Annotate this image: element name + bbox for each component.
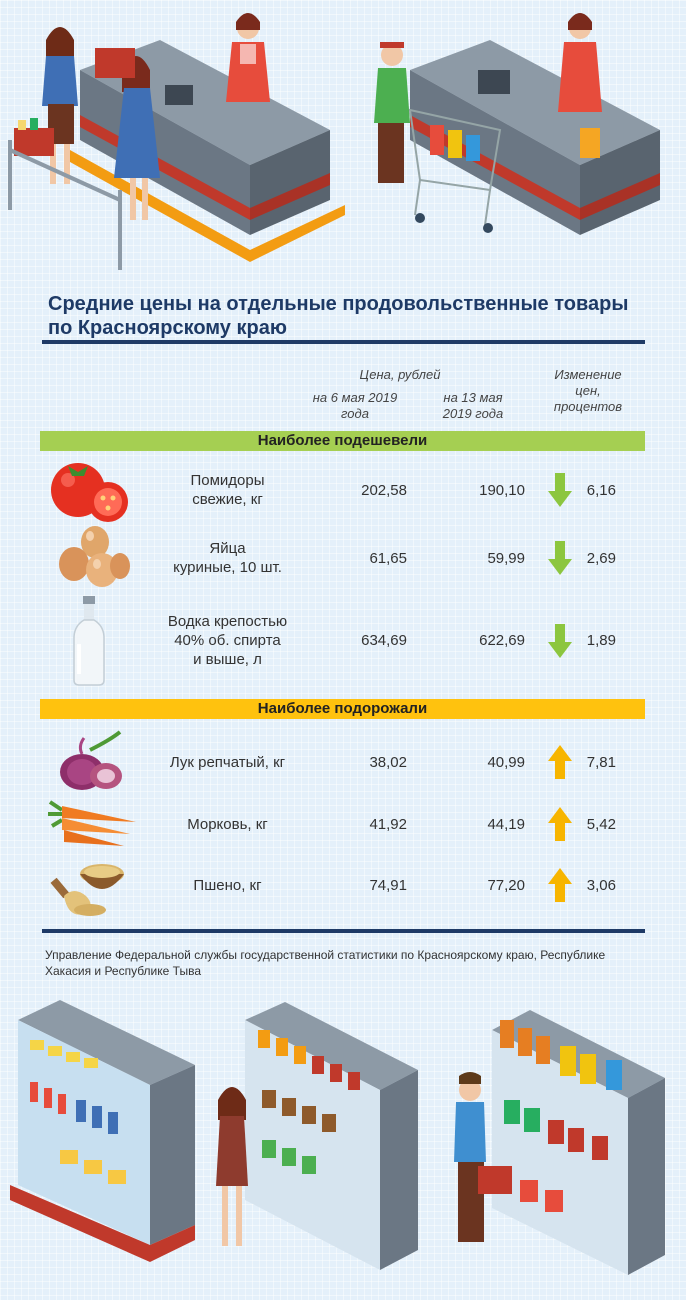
- product-name: Водка крепостью 40% об. спирта и выше, л: [167, 612, 288, 668]
- table-row: Яйца куриные, 10 шт. 61,65 59,99 2,69: [40, 526, 645, 590]
- arrow-down-icon: [548, 624, 572, 658]
- shopper-man-with-basket: [454, 1072, 512, 1242]
- price-change: 1,89: [586, 631, 616, 649]
- product-name: Яйца куриные, 10 шт.: [173, 540, 282, 576]
- arrow-down-icon: [548, 541, 572, 575]
- shopper-middle: [95, 48, 160, 220]
- tomato-icon: [51, 463, 128, 522]
- product-name: Пшено, кг: [193, 876, 262, 894]
- header-date2: на 13 мая 2019 года: [442, 390, 504, 421]
- snack-shelf: [492, 1010, 665, 1275]
- title-divider: [42, 340, 645, 344]
- section-band-increased: Наиболее подорожали: [40, 699, 645, 719]
- price-date1: 38,02: [369, 753, 407, 771]
- onion-icon: [60, 730, 122, 790]
- price-change: 3,06: [586, 876, 616, 894]
- millet-icon: [50, 864, 124, 916]
- fridge-shelf: [10, 1000, 195, 1262]
- price-date1: 74,91: [369, 876, 407, 894]
- eggs-icon: [59, 526, 130, 587]
- header-date1: на 6 мая 2019 года: [312, 390, 398, 421]
- price-date1: 41,92: [369, 815, 407, 833]
- queue-barrier: [8, 140, 122, 270]
- carrot-icon: [48, 800, 136, 846]
- page-title: Средние цены на отдельные продовольствен…: [48, 293, 629, 339]
- cashier-left: [226, 13, 270, 102]
- footer-divider: [42, 929, 645, 933]
- arrow-up-icon: [548, 868, 572, 902]
- arrow-up-icon: [548, 807, 572, 841]
- jar-shelf: [245, 1002, 418, 1270]
- price-date2: 190,10: [479, 481, 525, 499]
- arrow-down-icon: [548, 473, 572, 507]
- product-name: Помидоры свежие, кг: [190, 472, 265, 508]
- price-date1: 634,69: [361, 631, 407, 649]
- product-name: Морковь, кг: [187, 815, 268, 833]
- price-date2: 44,19: [487, 815, 525, 833]
- table-row: Помидоры свежие, кг 202,58 190,10 6,16: [40, 458, 645, 522]
- price-date2: 77,20: [487, 876, 525, 894]
- source-footer: Управление Федеральной службы государств…: [45, 948, 606, 978]
- price-change: 2,69: [586, 549, 616, 567]
- shopper-left: [14, 27, 78, 184]
- table-row: Пшено, кг 74,91 77,20 3,06: [40, 852, 645, 918]
- product-name: Лук репчатый, кг: [169, 753, 286, 771]
- shopper-woman: [216, 1087, 248, 1246]
- price-date2: 59,99: [487, 549, 525, 567]
- table-row: Лук репчатый, кг 38,02 40,99 7,81: [40, 730, 645, 794]
- section-band-decreased: Наиболее подешевели: [40, 431, 645, 451]
- price-date2: 40,99: [487, 753, 525, 771]
- shopper-with-cart: [374, 42, 502, 233]
- checkout-illustration: [8, 13, 660, 270]
- store-shelves-illustration: [10, 1000, 665, 1275]
- vodka-bottle-icon: [73, 596, 105, 686]
- header-change: Изменение цен, процентов: [553, 367, 623, 414]
- checkout-counter-right: [410, 40, 660, 235]
- table-row: Водка крепостью 40% об. спирта и выше, л…: [40, 594, 645, 686]
- price-date1: 61,65: [369, 549, 407, 567]
- price-date2: 622,69: [479, 631, 525, 649]
- price-change: 5,42: [586, 815, 616, 833]
- table-row: Морковь, кг 41,92 44,19 5,42: [40, 792, 645, 856]
- price-change: 6,16: [586, 481, 616, 499]
- cashier-right: [558, 13, 602, 112]
- header-price: Цена, рублей: [359, 367, 441, 382]
- price-date1: 202,58: [361, 481, 407, 499]
- price-change: 7,81: [586, 753, 616, 771]
- arrow-up-icon: [548, 745, 572, 779]
